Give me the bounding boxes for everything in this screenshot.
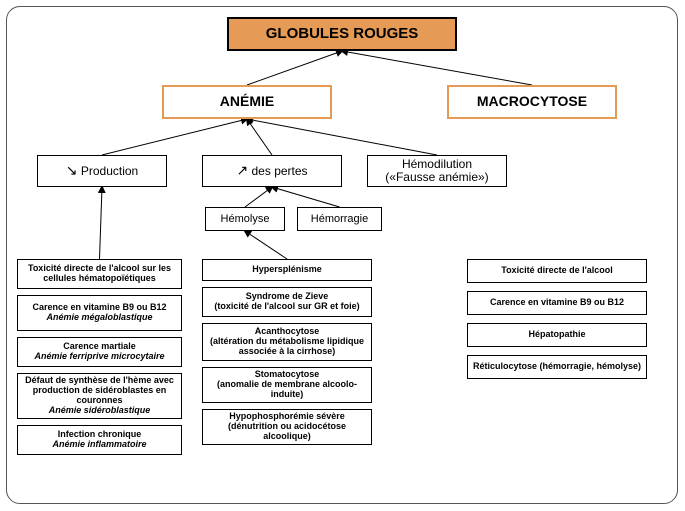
edge-anemie-root bbox=[247, 51, 342, 85]
node-label-macro: MACROCYTOSE bbox=[453, 94, 611, 109]
node-label-h3: Acanthocytose(altération du métabolisme … bbox=[207, 327, 367, 357]
node-label-pertes: ↗ des pertes bbox=[207, 163, 337, 178]
node-label-h4: Stomatocytose(anomalie de membrane alcoo… bbox=[207, 370, 367, 400]
node-label-p3: Carence martialeAnémie ferriprive microc… bbox=[22, 342, 177, 362]
node-anemie: ANÉMIE bbox=[162, 85, 332, 119]
node-label-m3: Hépatopathie bbox=[472, 330, 642, 340]
edge-hemolyse-pertes bbox=[245, 187, 272, 207]
node-h4: Stomatocytose(anomalie de membrane alcoo… bbox=[202, 367, 372, 403]
edge-hemorragie-pertes bbox=[272, 187, 340, 207]
edge-macro-root bbox=[342, 51, 532, 85]
node-label-p5: Infection chroniqueAnémie inflammatoire bbox=[22, 430, 177, 450]
node-label-root: GLOBULES ROUGES bbox=[233, 26, 451, 43]
node-p3: Carence martialeAnémie ferriprive microc… bbox=[17, 337, 182, 367]
node-p2: Carence en vitamine B9 ou B12Anémie méga… bbox=[17, 295, 182, 331]
node-hemodil: Hémodilution(«Fausse anémie») bbox=[367, 155, 507, 187]
node-label-p1: Toxicité directe de l'alcool sur les cel… bbox=[22, 264, 177, 284]
node-label-p2: Carence en vitamine B9 ou B12Anémie méga… bbox=[22, 303, 177, 323]
edge-hemodil-anemie bbox=[247, 119, 437, 155]
node-label-anemie: ANÉMIE bbox=[168, 94, 326, 109]
node-m2: Carence en vitamine B9 ou B12 bbox=[467, 291, 647, 315]
edge-pertes-anemie bbox=[247, 119, 272, 155]
node-m3: Hépatopathie bbox=[467, 323, 647, 347]
node-p1: Toxicité directe de l'alcool sur les cel… bbox=[17, 259, 182, 289]
node-label-m2: Carence en vitamine B9 ou B12 bbox=[472, 298, 642, 308]
node-hemorragie: Hémorragie bbox=[297, 207, 382, 231]
node-prod: ↘ Production bbox=[37, 155, 167, 187]
node-root: GLOBULES ROUGES bbox=[227, 17, 457, 51]
node-h1: Hypersplénisme bbox=[202, 259, 372, 281]
glyph-up-icon: ↗ bbox=[236, 162, 248, 178]
node-label-prod: ↘ Production bbox=[42, 163, 162, 178]
glyph-down-icon: ↘ bbox=[66, 162, 78, 178]
node-macro: MACROCYTOSE bbox=[447, 85, 617, 119]
node-label-m1: Toxicité directe de l'alcool bbox=[472, 266, 642, 276]
node-m1: Toxicité directe de l'alcool bbox=[467, 259, 647, 283]
node-label-hemodil: Hémodilution(«Fausse anémie») bbox=[372, 158, 502, 184]
node-p4: Défaut de synthèse de l'hème avec produc… bbox=[17, 373, 182, 419]
diagram-frame: GLOBULES ROUGES ANÉMIE MACROCYTOSE ↘ Produc… bbox=[6, 6, 678, 504]
node-h3: Acanthocytose(altération du métabolisme … bbox=[202, 323, 372, 361]
node-pertes: ↗ des pertes bbox=[202, 155, 342, 187]
node-label-hemorragie: Hémorragie bbox=[302, 213, 377, 225]
edge-prod-anemie bbox=[102, 119, 247, 155]
node-label-h2: Syndrome de Zieve(toxicité de l'alcool s… bbox=[207, 292, 367, 312]
node-p5: Infection chroniqueAnémie inflammatoire bbox=[17, 425, 182, 455]
node-label-h5: Hypophosphorémie sévère(dénutrition ou a… bbox=[207, 412, 367, 442]
node-label-hemolyse: Hémolyse bbox=[210, 213, 280, 225]
node-hemolyse: Hémolyse bbox=[205, 207, 285, 231]
node-h5: Hypophosphorémie sévère(dénutrition ou a… bbox=[202, 409, 372, 445]
node-h2: Syndrome de Zieve(toxicité de l'alcool s… bbox=[202, 287, 372, 317]
node-m4: Réticulocytose (hémorragie, hémolyse) bbox=[467, 355, 647, 379]
edge-h1-hemolyse bbox=[245, 231, 287, 259]
node-label-h1: Hypersplénisme bbox=[207, 265, 367, 275]
edge-p1-prod bbox=[100, 187, 103, 259]
node-label-p4: Défaut de synthèse de l'hème avec produc… bbox=[22, 376, 177, 416]
node-label-m4: Réticulocytose (hémorragie, hémolyse) bbox=[472, 362, 642, 372]
